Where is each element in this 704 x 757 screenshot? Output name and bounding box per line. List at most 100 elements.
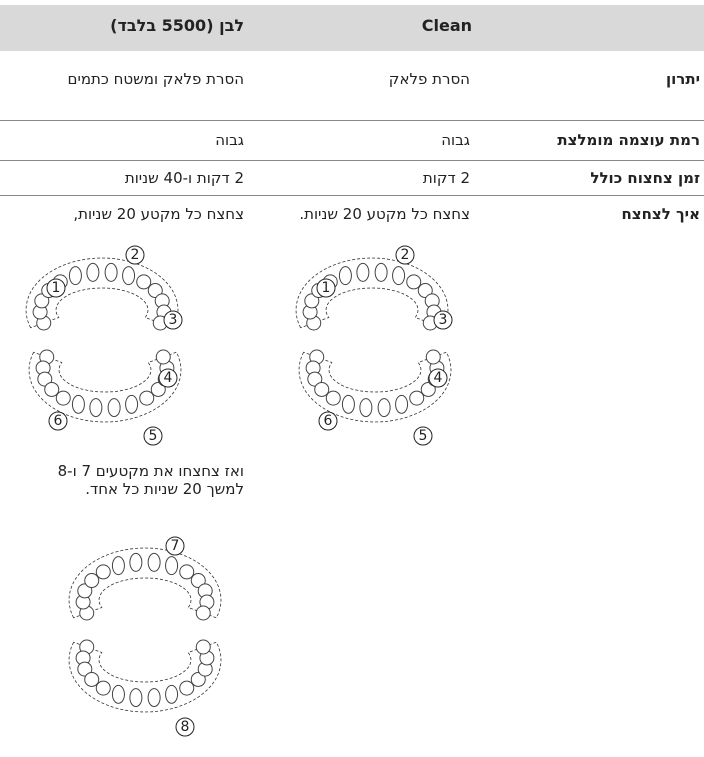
cell-note: ואז צחצחו את מקטעים 7 ו-8 למשך 20 שניות … <box>57 462 244 498</box>
tooth <box>68 266 82 286</box>
row-separator <box>0 195 704 196</box>
segment-marker <box>163 310 183 330</box>
segment-marker <box>48 411 68 431</box>
segment-marker <box>316 278 336 298</box>
tooth <box>307 371 323 387</box>
segment-number: 1 <box>322 280 331 296</box>
tooth <box>417 283 433 299</box>
tooth <box>420 381 436 397</box>
tooth <box>84 671 100 687</box>
segment-marker <box>413 426 433 446</box>
row-separator <box>0 120 704 121</box>
tooth <box>111 684 125 704</box>
segment-marker <box>143 426 163 446</box>
tooth <box>147 552 161 572</box>
segment-marker <box>46 278 66 298</box>
segment-marker <box>165 536 185 556</box>
tooth <box>377 398 391 418</box>
segment-number: 2 <box>401 247 410 263</box>
tooth <box>395 394 409 414</box>
tooth <box>190 573 206 589</box>
segment-number: 1 <box>52 280 61 296</box>
table-header <box>0 5 704 51</box>
tooth <box>104 262 118 282</box>
tooth <box>89 398 103 418</box>
tooth <box>34 293 50 309</box>
segment-number: 8 <box>181 719 190 735</box>
segment-number: 6 <box>324 413 333 429</box>
tooth <box>125 394 139 414</box>
segment-number: 7 <box>171 538 180 554</box>
tooth <box>122 266 136 286</box>
tooth <box>84 573 100 589</box>
tooth <box>392 266 406 286</box>
segment-number: 5 <box>419 428 428 444</box>
tooth <box>129 552 143 572</box>
segment-marker <box>158 368 178 388</box>
segment-marker <box>318 411 338 431</box>
row-label: איך לצחצח <box>621 205 701 223</box>
segment-marker <box>175 717 195 737</box>
segment-number: 6 <box>54 413 63 429</box>
segment-number: 2 <box>131 247 140 263</box>
segment-number: 5 <box>149 428 158 444</box>
segment-marker <box>395 245 415 265</box>
row-separator <box>0 160 704 161</box>
tooth <box>425 349 441 365</box>
tooth <box>179 564 195 580</box>
tooth <box>44 381 60 397</box>
tooth <box>304 293 320 309</box>
row-label: זמן צחצוח כולל <box>590 169 700 187</box>
cell: גבוה <box>215 131 244 149</box>
tooth <box>341 394 355 414</box>
segment-marker <box>433 310 453 330</box>
tooth <box>155 349 171 365</box>
tooth <box>165 556 179 576</box>
cell: 2 דקות ו-40 שניות <box>124 169 244 187</box>
tooth <box>95 680 111 696</box>
cell: צחצח כל מקטע 20 שניות, <box>73 205 244 223</box>
tooth <box>77 661 93 677</box>
tooth <box>77 583 93 599</box>
header-white: לבן (5500 בלבד) <box>110 16 244 35</box>
tooth <box>409 390 425 406</box>
tooth <box>147 688 161 708</box>
tooth <box>111 556 125 576</box>
tooth <box>86 262 100 282</box>
tooth <box>356 262 370 282</box>
cell: הסרת פלאק ומשטח כתמים <box>67 70 244 88</box>
tooth <box>95 564 111 580</box>
tooth <box>359 398 373 418</box>
segment-number: 4 <box>434 370 443 386</box>
tooth <box>325 390 341 406</box>
tooth <box>55 390 71 406</box>
tooth <box>195 605 211 621</box>
segment-marker <box>428 368 448 388</box>
tooth <box>107 398 121 418</box>
tooth <box>338 266 352 286</box>
tooth <box>139 390 155 406</box>
cell: גבוה <box>441 131 470 149</box>
segment-number: 3 <box>169 312 178 328</box>
cell: הסרת פלאק <box>388 70 470 88</box>
cell: 2 דקות <box>422 169 470 187</box>
row-label: רמת עוצמה מומלצת <box>557 131 700 149</box>
header-clean: Clean <box>421 16 472 35</box>
segment-marker <box>125 245 145 265</box>
tooth <box>179 680 195 696</box>
tooth <box>150 381 166 397</box>
tooth <box>374 262 388 282</box>
tooth <box>165 684 179 704</box>
tooth <box>195 639 211 655</box>
tooth <box>406 274 422 290</box>
tooth <box>37 371 53 387</box>
tooth <box>147 283 163 299</box>
tooth <box>129 688 143 708</box>
tooth <box>190 671 206 687</box>
tooth <box>71 394 85 414</box>
cell: צחצח כל מקטע 20 שניות. <box>299 205 470 223</box>
segment-number: 3 <box>439 312 448 328</box>
tooth <box>136 274 152 290</box>
